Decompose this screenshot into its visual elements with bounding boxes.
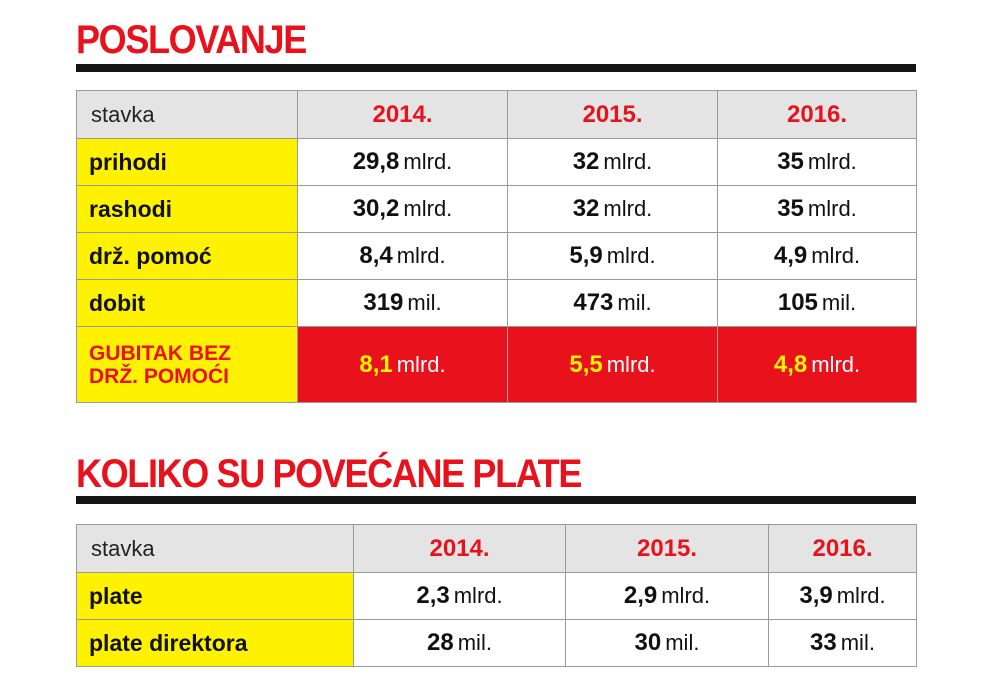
value-cell: 2,9 mlrd. <box>565 572 769 620</box>
value-number: 35 <box>777 195 804 222</box>
value-number: 105 <box>777 289 818 316</box>
value-unit: mlrd. <box>807 149 857 174</box>
table-row-plate: plate 2,3 mlrd. 2,9 mlrd. 3,9 mlrd. <box>76 572 917 620</box>
value-number: 5,5 <box>569 350 603 378</box>
value-number: 2,9 <box>623 582 658 609</box>
value-unit: mlrd. <box>811 243 861 268</box>
value-unit: mlrd. <box>661 583 711 608</box>
value-cell: 2,3 mlrd. <box>353 572 566 620</box>
value-unit: mlrd. <box>606 351 656 377</box>
section-title-plate: KOLIKO SU POVEĆANE PLATE <box>76 452 582 496</box>
value-number: 319 <box>363 289 404 316</box>
value-cell: 3,9 mlrd. <box>768 572 917 620</box>
value-cell: 319 mil. <box>297 279 508 327</box>
header-cell-2014: 2014. <box>353 524 566 573</box>
value-cell: 29,8 mlrd. <box>297 138 508 186</box>
table-row-gubitak: GUBITAK BEZ DRŽ. POMOĆI 8,1 mlrd. 5,5 mlrd… <box>76 326 917 403</box>
value-number: 28 <box>427 629 454 656</box>
value-cell: 473 mil. <box>507 279 718 327</box>
value-number: 32 <box>572 148 600 175</box>
header-cell-2015: 2015. <box>507 90 718 139</box>
section-divider <box>76 64 916 72</box>
value-unit: mlrd. <box>606 243 656 268</box>
header-cell-2016: 2016. <box>717 90 917 139</box>
value-unit: mil. <box>840 630 875 655</box>
value-cell: 5,5 mlrd. <box>507 326 718 403</box>
value-number: 3,9 <box>799 582 833 609</box>
value-number: 29,8 <box>352 148 400 175</box>
value-unit: mlrd. <box>396 351 446 377</box>
row-label: drž. pomoć <box>76 232 298 280</box>
value-number: 8,1 <box>359 350 393 378</box>
value-unit: mil. <box>457 630 492 655</box>
value-cell: 32 mlrd. <box>507 138 718 186</box>
value-cell: 30,2 mlrd. <box>297 185 508 233</box>
value-cell: 105 mil. <box>717 279 917 327</box>
value-unit: mlrd. <box>836 583 886 608</box>
plate-table: stavka 2014. 2015. 2016. plate 2,3 mlrd. … <box>76 524 917 667</box>
poslovanje-table: stavka 2014. 2015. 2016. prihodi 29,8 mlr… <box>76 90 917 403</box>
value-cell: 28 mil. <box>353 619 566 667</box>
value-cell: 5,9 mlrd. <box>507 232 718 280</box>
value-number: 32 <box>572 195 600 222</box>
table-header-row: stavka 2014. 2015. 2016. <box>76 524 917 573</box>
table-row-rashodi: rashodi 30,2 mlrd. 32 mlrd. 35 mlrd. <box>76 185 917 233</box>
value-cell: 4,8 mlrd. <box>717 326 917 403</box>
value-unit: mil. <box>665 630 700 655</box>
table-header-row: stavka 2014. 2015. 2016. <box>76 90 917 139</box>
value-cell: 32 mlrd. <box>507 185 718 233</box>
table-row-drz-pomoc: drž. pomoć 8,4 mlrd. 5,9 mlrd. 4,9 mlrd. <box>76 232 917 280</box>
header-cell-2015: 2015. <box>565 524 769 573</box>
value-number: 4,8 <box>773 350 808 378</box>
row-label: rashodi <box>76 185 298 233</box>
header-cell-stavka: stavka <box>76 90 298 139</box>
value-unit: mlrd. <box>603 196 653 221</box>
table-row-prihodi: prihodi 29,8 mlrd. 32 mlrd. 35 mlrd. <box>76 138 917 186</box>
value-unit: mlrd. <box>396 243 446 268</box>
row-label: plate direktora <box>76 619 354 667</box>
value-unit: mlrd. <box>453 583 503 608</box>
header-cell-stavka: stavka <box>76 524 354 573</box>
value-unit: mlrd. <box>603 149 653 174</box>
value-number: 4,9 <box>773 242 808 269</box>
value-number: 30 <box>634 629 662 656</box>
row-label-line: GUBITAK BEZ <box>89 341 231 365</box>
value-unit: mlrd. <box>403 196 453 221</box>
value-cell: 35 mlrd. <box>717 138 917 186</box>
value-cell: 4,9 mlrd. <box>717 232 917 280</box>
row-label: plate <box>76 572 354 620</box>
value-number: 35 <box>777 148 804 175</box>
value-cell: 33 mil. <box>768 619 917 667</box>
value-number: 473 <box>573 289 614 316</box>
value-number: 8,4 <box>359 242 393 269</box>
row-label-gubitak: GUBITAK BEZ DRŽ. POMOĆI <box>76 326 298 403</box>
row-label-line: DRŽ. POMOĆI <box>89 364 229 388</box>
section-title-poslovanje: POSLOVANJE <box>76 18 307 62</box>
section-divider <box>76 496 916 504</box>
value-cell: 35 mlrd. <box>717 185 917 233</box>
value-unit: mlrd. <box>807 196 857 221</box>
header-cell-2014: 2014. <box>297 90 508 139</box>
value-cell: 8,1 mlrd. <box>297 326 508 403</box>
table-row-dobit: dobit 319 mil. 473 mil. 105 mil. <box>76 279 917 327</box>
value-unit: mil. <box>617 290 652 315</box>
value-unit: mil. <box>407 290 442 315</box>
value-cell: 30 mil. <box>565 619 769 667</box>
value-number: 30,2 <box>352 195 400 222</box>
value-number: 2,3 <box>416 582 450 609</box>
value-number: 5,9 <box>569 242 603 269</box>
value-unit: mlrd. <box>811 351 861 377</box>
value-unit: mil. <box>821 290 857 315</box>
table-row-plate-direktora: plate direktora 28 mil. 30 mil. 33 mil. <box>76 619 917 667</box>
value-number: 33 <box>810 629 837 656</box>
row-label: dobit <box>76 279 298 327</box>
row-label: prihodi <box>76 138 298 186</box>
value-unit: mlrd. <box>403 149 453 174</box>
value-cell: 8,4 mlrd. <box>297 232 508 280</box>
header-cell-2016: 2016. <box>768 524 917 573</box>
